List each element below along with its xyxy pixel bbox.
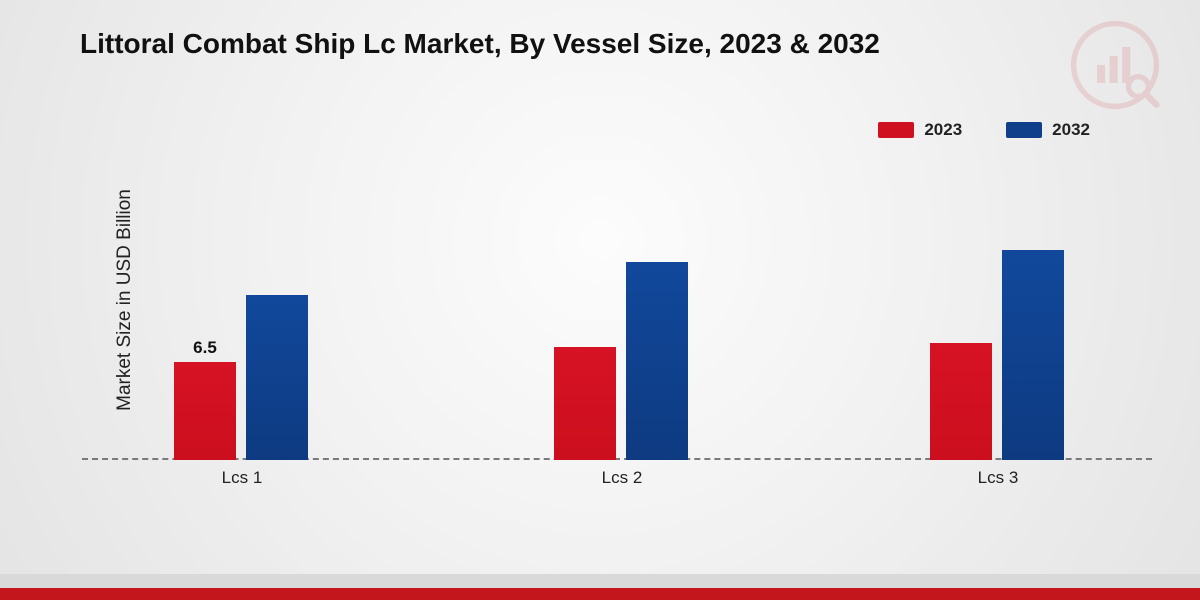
footer-bar [0,574,1200,600]
category-label-lcs1: Lcs 1 [222,468,263,490]
legend-label-2023: 2023 [924,120,962,140]
footer-red-stripe [0,588,1200,600]
brand-logo-icon [1070,20,1160,110]
legend: 2023 2032 [878,120,1090,140]
bar-lcs1-2023: 6.5 [174,362,236,460]
bar-lcs2-2023 [554,347,616,460]
category-label-lcs3: Lcs 3 [978,468,1019,490]
legend-item-2032: 2032 [1006,120,1090,140]
legend-label-2032: 2032 [1052,120,1090,140]
bar-value-lcs1-2023: 6.5 [193,338,217,358]
bar-lcs1-2032 [246,295,308,460]
plot-area: 6.5 Lcs 1 Lcs 2 Lcs 3 [82,160,1152,490]
legend-swatch-2023 [878,122,914,138]
bar-group-lcs2: Lcs 2 [542,160,702,490]
bar-lcs2-2032 [626,262,688,460]
footer-gray-stripe [0,574,1200,588]
bar-lcs3-2032 [1002,250,1064,460]
bar-group-lcs3: Lcs 3 [918,160,1078,490]
bar-lcs3-2023 [930,343,992,460]
legend-item-2023: 2023 [878,120,962,140]
legend-swatch-2032 [1006,122,1042,138]
chart-title: Littoral Combat Ship Lc Market, By Vesse… [80,28,880,60]
category-label-lcs2: Lcs 2 [602,468,643,490]
bar-group-lcs1: 6.5 Lcs 1 [162,160,322,490]
